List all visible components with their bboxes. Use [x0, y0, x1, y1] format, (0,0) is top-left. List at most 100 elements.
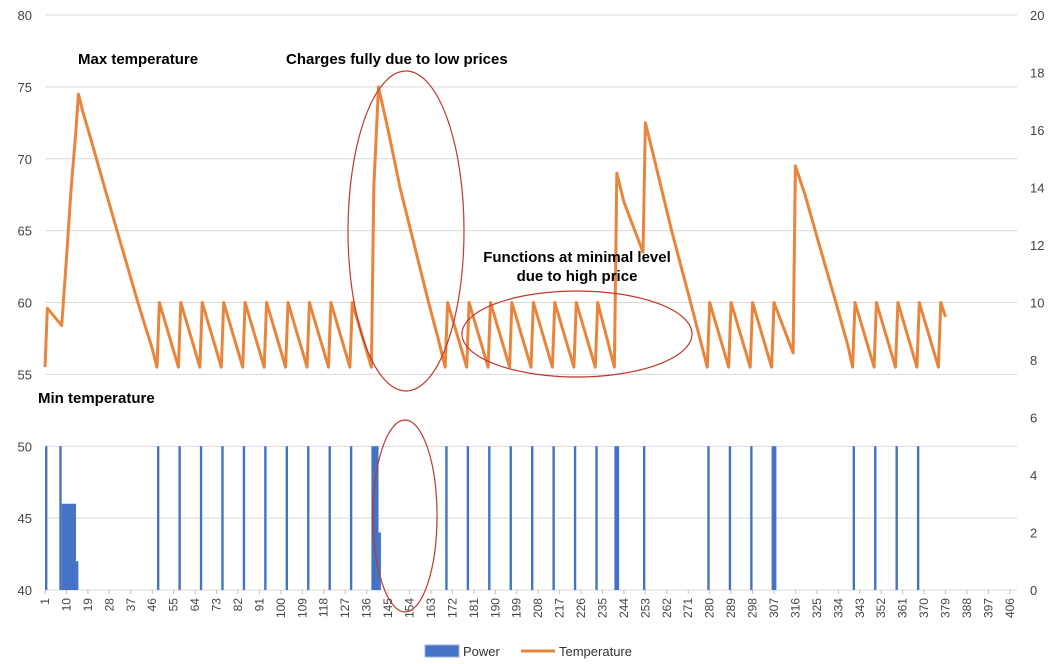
- right-axis-ticks: 0 2 4 6 8 10 12 14 16 18 20: [1030, 8, 1044, 598]
- annotation-charges-fully: Charges fully due to low prices: [286, 51, 508, 68]
- power-bar: [531, 446, 534, 590]
- power-bar: [771, 446, 777, 590]
- x-tick-label: 46: [145, 598, 159, 612]
- x-tick-label: 208: [531, 598, 545, 618]
- x-tick-label: 307: [767, 598, 781, 618]
- power-bar: [614, 446, 620, 590]
- x-tick-label: 334: [831, 598, 845, 618]
- legend-power-swatch: [424, 644, 460, 658]
- x-tick-label: 325: [810, 598, 824, 618]
- power-bar: [285, 446, 288, 590]
- x-tick-label: 397: [981, 598, 995, 618]
- ellipse-charges-fully: [347, 70, 465, 392]
- power-bar: [264, 446, 267, 590]
- power-bars: [45, 446, 920, 590]
- left-axis-tick-label: 55: [18, 367, 32, 382]
- annotation-min-temperature: Min temperature: [38, 390, 155, 407]
- power-bar: [199, 446, 203, 590]
- right-axis-tick-label: 2: [1030, 526, 1037, 541]
- x-tick-label: 127: [338, 598, 352, 618]
- power-bar: [378, 532, 381, 590]
- left-axis-tick-label: 45: [18, 511, 32, 526]
- power-bar: [328, 446, 331, 590]
- right-axis-tick-label: 18: [1030, 66, 1044, 81]
- x-tick-label: 109: [295, 598, 309, 618]
- gridlines: [45, 14, 1017, 591]
- annotation-labels: Max temperature Charges fully due to low…: [38, 51, 671, 407]
- right-axis-tick-label: 14: [1030, 181, 1044, 196]
- x-axis-ticks: 1 10 19 28 37 46 55 64 73 82 91 100 109 118 127 136 145 1…: [38, 590, 1017, 618]
- x-tick-label: 55: [167, 598, 181, 612]
- power-bar: [371, 446, 379, 590]
- right-axis-tick-label: 16: [1030, 123, 1044, 138]
- x-tick-label: 64: [188, 598, 202, 612]
- x-tick-label: 298: [746, 598, 760, 618]
- x-tick-label: 82: [231, 598, 245, 612]
- x-tick-label: 181: [467, 598, 481, 618]
- x-tick-label: 19: [81, 598, 95, 612]
- annotation-functions-minimal-line2: due to high price: [517, 268, 638, 285]
- x-tick-label: 91: [252, 598, 266, 612]
- left-axis-ticks: 40 45 50 55 60 65 70 75 80: [18, 8, 32, 598]
- x-tick-label: 352: [874, 598, 888, 618]
- x-tick-label: 163: [424, 598, 438, 618]
- x-tick-label: 343: [853, 598, 867, 618]
- left-axis-tick-label: 60: [18, 296, 32, 311]
- x-tick-label: 1: [38, 598, 52, 605]
- power-bar: [874, 446, 877, 590]
- legend-power-label: Power: [463, 644, 501, 659]
- right-axis-tick-label: 12: [1030, 238, 1044, 253]
- ellipse-power-peak: [372, 419, 438, 613]
- x-tick-label: 370: [917, 598, 931, 618]
- right-axis-tick-label: 20: [1030, 8, 1044, 23]
- x-tick-label: 262: [660, 598, 674, 618]
- x-tick-label: 361: [896, 598, 910, 618]
- power-bar: [750, 446, 753, 590]
- x-tick-label: 28: [102, 598, 116, 612]
- power-bar: [349, 446, 353, 590]
- x-tick-label: 100: [274, 598, 288, 618]
- legend: Power Temperature: [424, 644, 632, 659]
- x-tick-label: 388: [960, 598, 974, 618]
- power-bar: [45, 446, 48, 590]
- left-axis-tick-label: 40: [18, 583, 32, 598]
- x-tick-label: 172: [445, 598, 459, 618]
- right-axis-tick-label: 6: [1030, 411, 1037, 426]
- x-tick-label: 406: [1003, 598, 1017, 618]
- x-tick-label: 145: [381, 598, 395, 618]
- power-bar: [61, 503, 76, 590]
- left-axis-tick-label: 75: [18, 80, 32, 95]
- legend-temperature-label: Temperature: [559, 644, 632, 659]
- right-axis-tick-label: 0: [1030, 583, 1037, 598]
- x-tick-label: 73: [210, 598, 224, 612]
- x-tick-label: 154: [403, 598, 417, 618]
- left-axis-tick-label: 80: [18, 8, 32, 23]
- annotation-ellipses: [347, 70, 693, 613]
- x-tick-label: 316: [788, 598, 802, 618]
- ellipse-minimal-level: [461, 290, 693, 378]
- power-bar: [895, 446, 898, 590]
- power-bar: [156, 446, 160, 590]
- power-bar: [642, 446, 646, 590]
- power-bar: [445, 446, 448, 590]
- x-tick-label: 199: [510, 598, 524, 618]
- x-tick-label: 217: [553, 598, 567, 618]
- left-axis-tick-label: 50: [18, 439, 32, 454]
- power-bar: [595, 446, 598, 590]
- x-tick-label: 37: [124, 598, 138, 612]
- x-tick-label: 379: [939, 598, 953, 618]
- x-tick-label: 226: [574, 598, 588, 618]
- power-bar: [488, 446, 491, 590]
- right-axis-tick-label: 10: [1030, 296, 1044, 311]
- x-tick-label: 235: [595, 598, 609, 618]
- right-axis-tick-label: 8: [1030, 353, 1037, 368]
- power-bar: [916, 446, 920, 590]
- x-tick-label: 271: [681, 598, 695, 618]
- right-axis-tick-label: 4: [1030, 468, 1037, 483]
- x-tick-label: 118: [317, 598, 331, 617]
- power-bar: [852, 446, 855, 590]
- power-bar: [75, 561, 79, 590]
- x-tick-label: 244: [617, 598, 631, 618]
- annotation-max-temperature: Max temperature: [78, 51, 198, 68]
